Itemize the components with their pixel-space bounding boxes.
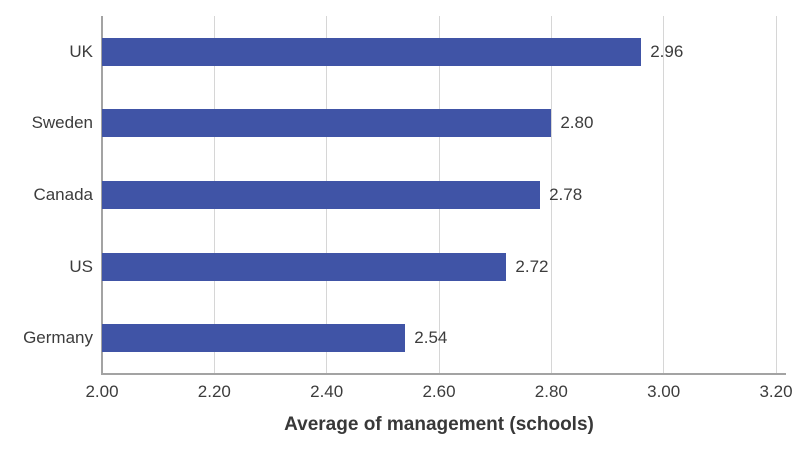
x-axis-line	[101, 373, 786, 375]
gridline	[550, 16, 552, 374]
x-tick-label: 2.40	[310, 382, 344, 401]
category-label: UK	[69, 41, 93, 61]
category-label: Germany	[23, 328, 93, 348]
bar	[102, 252, 507, 281]
x-tick-label: 3.20	[759, 382, 793, 401]
bar	[102, 37, 642, 66]
x-tick-label: 2.60	[422, 382, 456, 401]
bar-value-label: 2.72	[515, 256, 549, 276]
bar	[102, 181, 541, 209]
category-label: Sweden	[31, 113, 93, 133]
bar-value-label: 2.96	[650, 41, 684, 61]
x-tick-label: 2.20	[197, 382, 231, 401]
bar-value-label: 2.80	[560, 113, 594, 133]
x-axis-title: Average of management (schools)	[284, 414, 594, 435]
bar	[102, 324, 406, 353]
x-tick-label: 2.00	[85, 382, 119, 401]
bar-value-label: 2.78	[549, 184, 583, 204]
gridline	[663, 16, 665, 374]
category-label: US	[69, 256, 93, 276]
x-tick-label: 2.80	[534, 382, 568, 401]
category-label: Canada	[33, 184, 93, 204]
gridline	[775, 16, 777, 374]
bar-value-label: 2.54	[414, 328, 448, 348]
bar	[102, 109, 552, 138]
x-tick-label: 3.00	[647, 382, 681, 401]
